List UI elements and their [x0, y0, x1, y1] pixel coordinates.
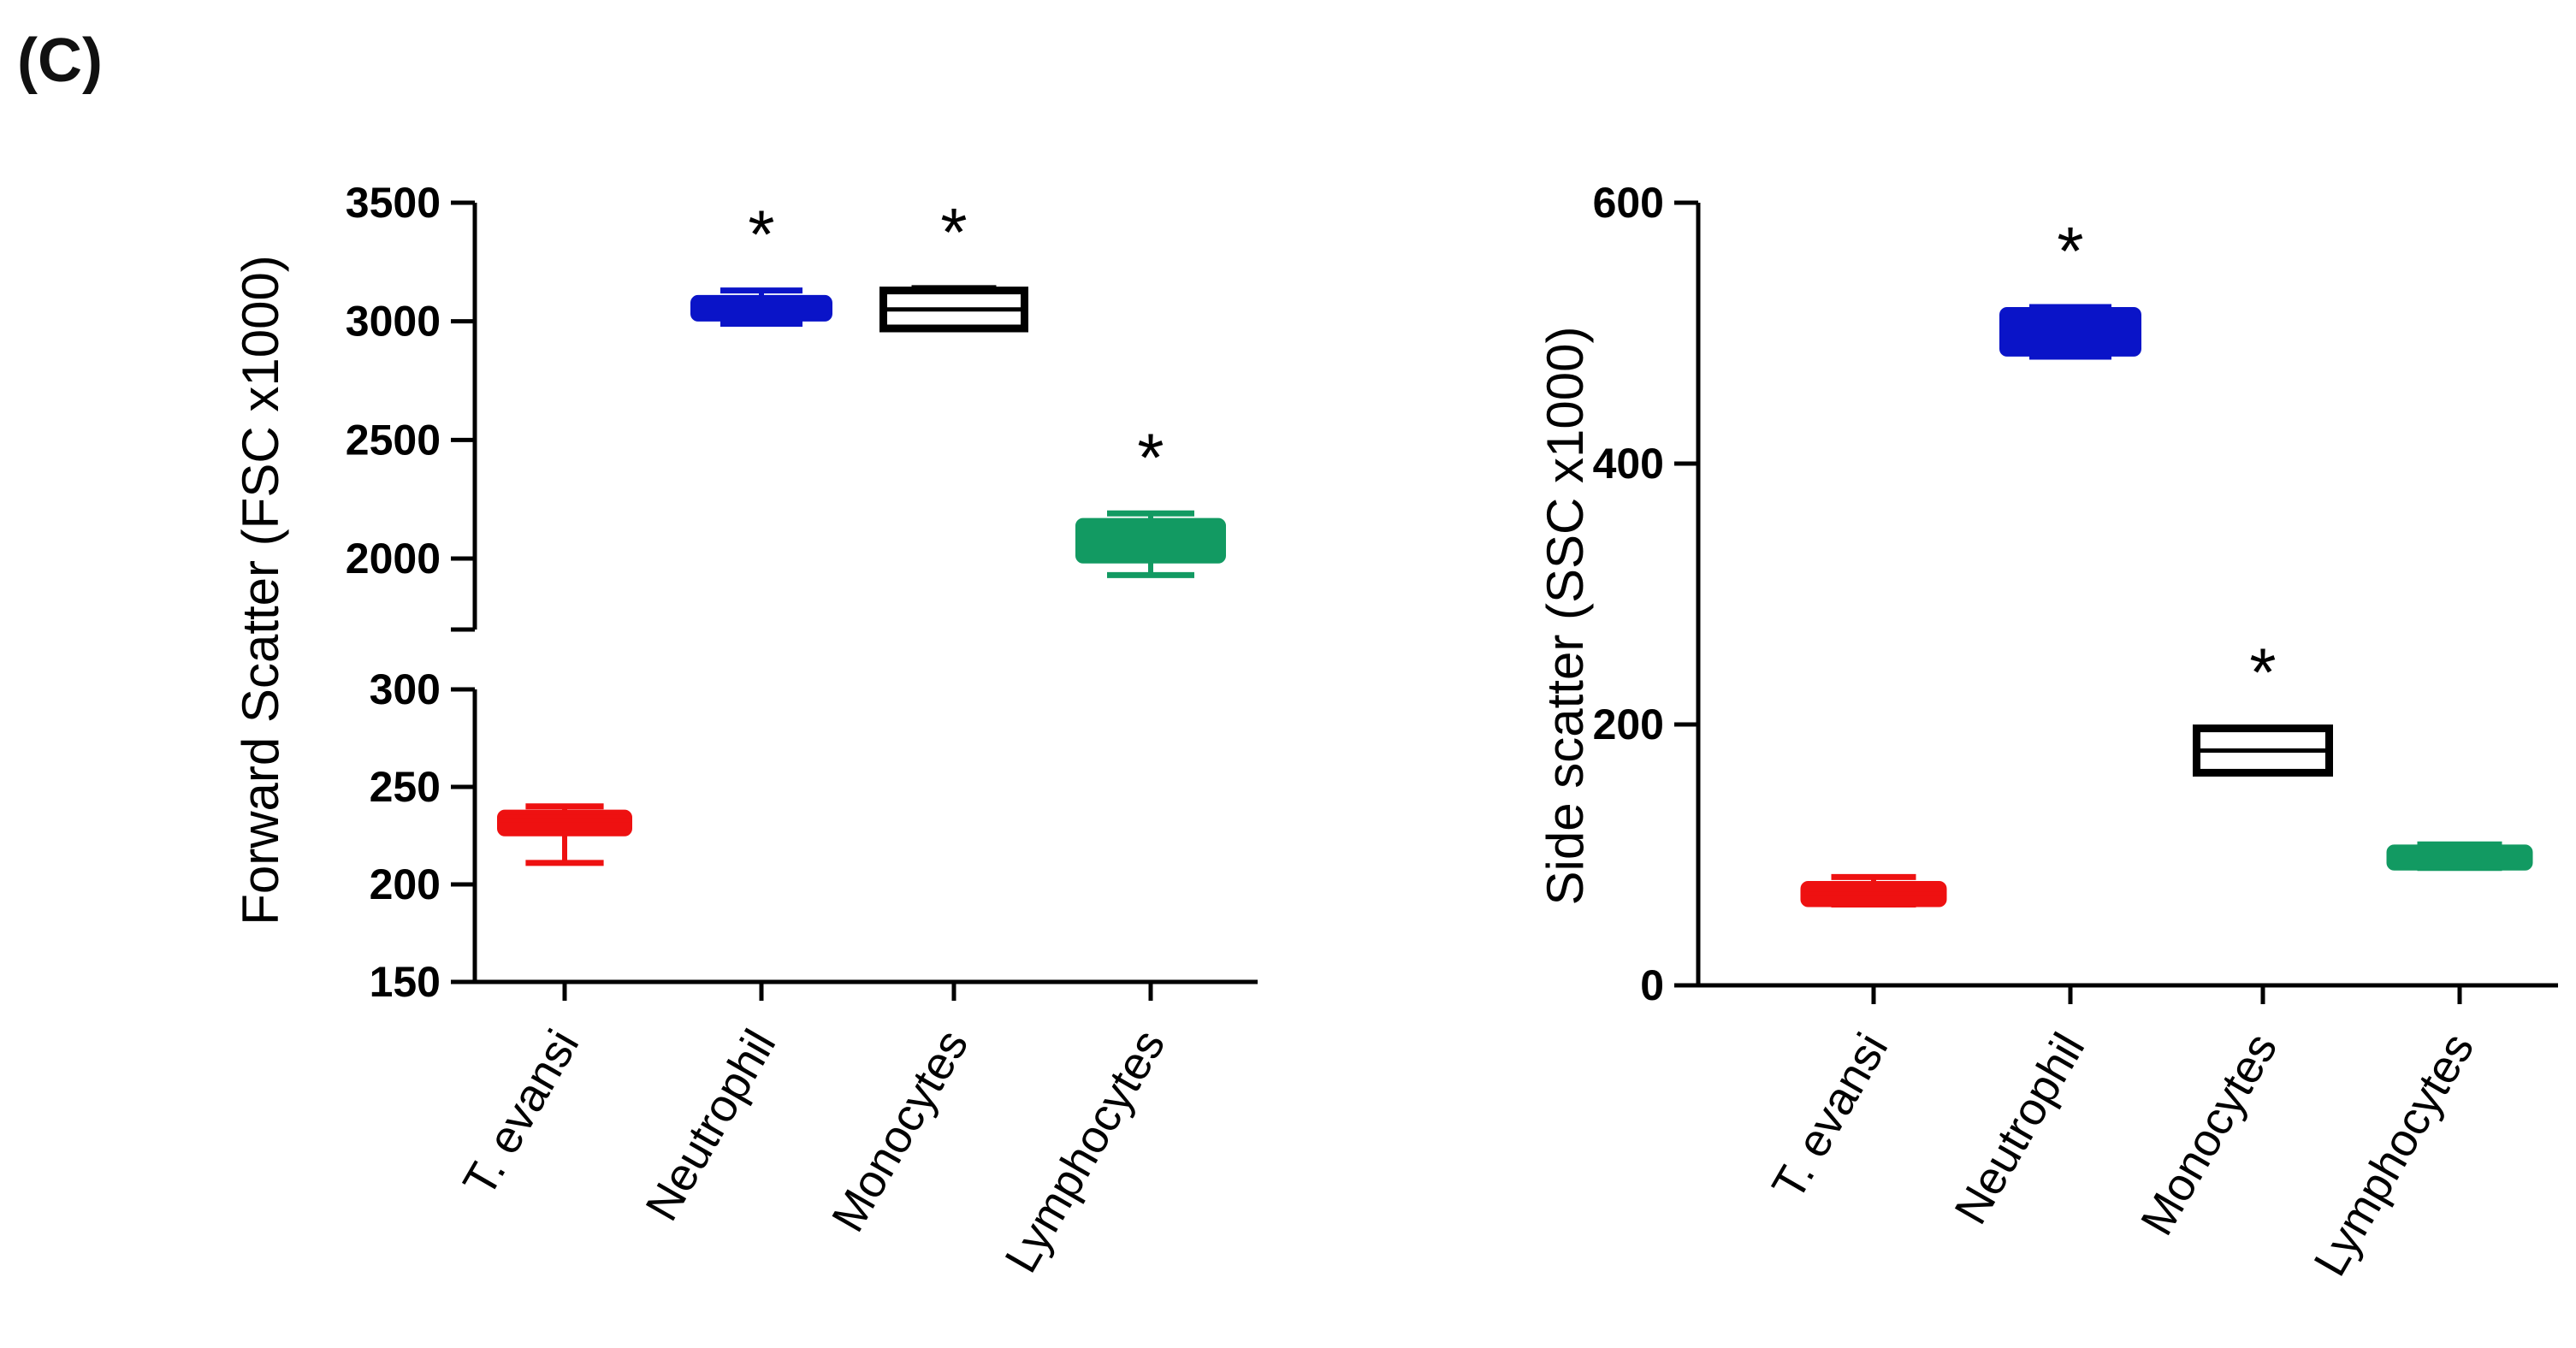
chart2-y-axis-label: Side scatter (SSC x1000): [1537, 327, 1594, 906]
chart2-xtick-label-0: T. evansi: [1762, 1025, 1898, 1209]
chart2-ytick-label-2: 200: [1593, 701, 1664, 748]
chart2-box-3: [2386, 841, 2533, 872]
panel-label: (C): [17, 27, 103, 95]
chart2-significance-star-1: *: [2057, 213, 2083, 289]
chart2-ytick-label-1: 400: [1593, 440, 1664, 488]
chart2-box-0: [1800, 873, 1947, 908]
chart1-ytick-label-lower-1: 250: [370, 763, 441, 811]
chart1-y-axis-label: Forward Scatter (FSC x1000): [232, 255, 289, 925]
chart1-ytick-label-upper-1: 3000: [346, 298, 441, 346]
chart1-box-1: [690, 287, 832, 327]
chart1-significance-star-1: *: [748, 197, 774, 273]
chart2-ytick-label-3: 0: [1640, 961, 1664, 1009]
chart1-box-0: [497, 803, 632, 866]
chart1-xtick-label-3: Lymphocytes: [995, 1021, 1175, 1281]
chart1-box-rect-3: [1075, 517, 1226, 564]
chart1-box-rect-0: [497, 809, 632, 837]
chart1-ytick-label-lower-2: 200: [370, 860, 441, 908]
chart2-xtick-label-2: Monocytes: [2131, 1025, 2288, 1244]
chart1-ytick-label-lower-3: 150: [370, 958, 441, 1006]
chart1-ytick-label-lower-0: 300: [370, 665, 441, 713]
chart2-ytick-label-0: 600: [1593, 179, 1664, 227]
chart2-significance-star-2: *: [2249, 635, 2276, 711]
chart2-xtick-label-1: Neutrophil: [1945, 1025, 2094, 1233]
chart1-significance-star-3: *: [1137, 419, 1164, 495]
chart1-ytick-label-upper-0: 3500: [346, 179, 441, 227]
chart2-xtick-label-3: Lymphocytes: [2304, 1025, 2484, 1285]
chart1-ytick-label-upper-3: 2000: [346, 535, 441, 582]
chart1-xtick-label-0: T. evansi: [453, 1021, 589, 1205]
chart1-significance-star-2: *: [940, 194, 967, 270]
chart1-xtick-label-2: Monocytes: [822, 1021, 979, 1240]
chart2-box-1: [1999, 304, 2141, 360]
chart1-box-3: [1075, 510, 1226, 578]
chart2-box-2: [2193, 724, 2333, 777]
chart1-xtick-label-1: Neutrophil: [636, 1021, 785, 1229]
chart1-ytick-label-upper-2: 2500: [346, 416, 441, 464]
chart1-box-2: [879, 285, 1028, 333]
